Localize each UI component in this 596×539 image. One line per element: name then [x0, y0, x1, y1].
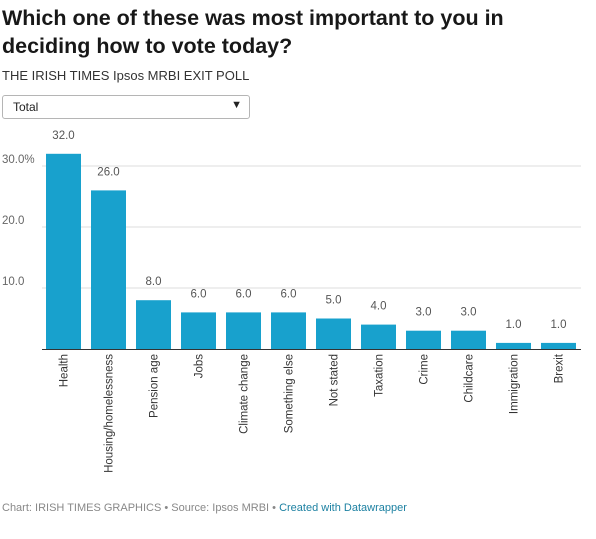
bar-value-label: 6.0: [191, 288, 207, 300]
x-tick-label: Crime: [419, 354, 431, 385]
x-tick-label: Brexit: [554, 353, 566, 383]
bar-value-label: 5.0: [326, 295, 342, 307]
x-tick-label: Housing/homelessness: [104, 354, 116, 473]
footer: Chart: IRISH TIMES GRAPHICS • Source: Ip…: [2, 502, 407, 514]
bar: [541, 342, 576, 349]
bar: [181, 312, 216, 349]
bar: [406, 330, 441, 349]
bar-value-label: 8.0: [146, 276, 162, 288]
x-tick-label: Childcare: [464, 354, 476, 403]
filter-selected-value: Total: [13, 100, 39, 114]
datawrapper-link[interactable]: Created with Datawrapper: [279, 502, 407, 514]
chart-title: Which one of these was most important to…: [2, 6, 504, 58]
bar-value-label: 3.0: [416, 307, 432, 319]
bar: [136, 300, 171, 349]
chart-subtitle: THE IRISH TIMES Ipsos MRBI EXIT POLL: [2, 68, 250, 83]
bar: [451, 330, 486, 349]
x-tick-label: Something else: [284, 354, 296, 433]
x-tick-label: Taxation: [374, 354, 386, 397]
bar: [91, 190, 126, 349]
x-tick-label: Jobs: [194, 354, 206, 379]
bar: [316, 318, 351, 349]
x-tick-label: Climate change: [239, 354, 251, 434]
bar: [496, 342, 531, 349]
bar-value-label: 4.0: [371, 301, 387, 313]
bar: [361, 324, 396, 349]
bar-value-label: 26.0: [97, 166, 119, 178]
filter-dropdown[interactable]: Total ▼: [2, 95, 250, 119]
bar: [46, 153, 81, 349]
chevron-down-icon: ▼: [231, 99, 242, 111]
bar-value-label: 1.0: [506, 319, 522, 331]
x-tick-label: Health: [59, 354, 71, 387]
footer-source: Chart: IRISH TIMES GRAPHICS • Source: Ip…: [2, 502, 277, 514]
bar: [271, 312, 306, 349]
x-tick-label: Pension age: [149, 354, 161, 418]
y-tick-label: 30.0%: [2, 154, 35, 166]
bar-value-label: 6.0: [281, 288, 297, 300]
bar-value-label: 1.0: [551, 319, 567, 331]
bar-value-label: 6.0: [236, 288, 252, 300]
x-tick-label: Not stated: [329, 354, 341, 406]
y-tick-label: 20.0: [2, 215, 24, 227]
bar-value-label: 32.0: [52, 130, 74, 142]
bar: [226, 312, 261, 349]
y-tick-label: 10.0: [2, 276, 24, 288]
bar-value-label: 3.0: [461, 307, 477, 319]
x-tick-label: Immigration: [509, 354, 521, 414]
bar-chart: 10.0 20.0 30.0% 32.0 Health 26.0 Housing/homel…: [2, 130, 581, 473]
